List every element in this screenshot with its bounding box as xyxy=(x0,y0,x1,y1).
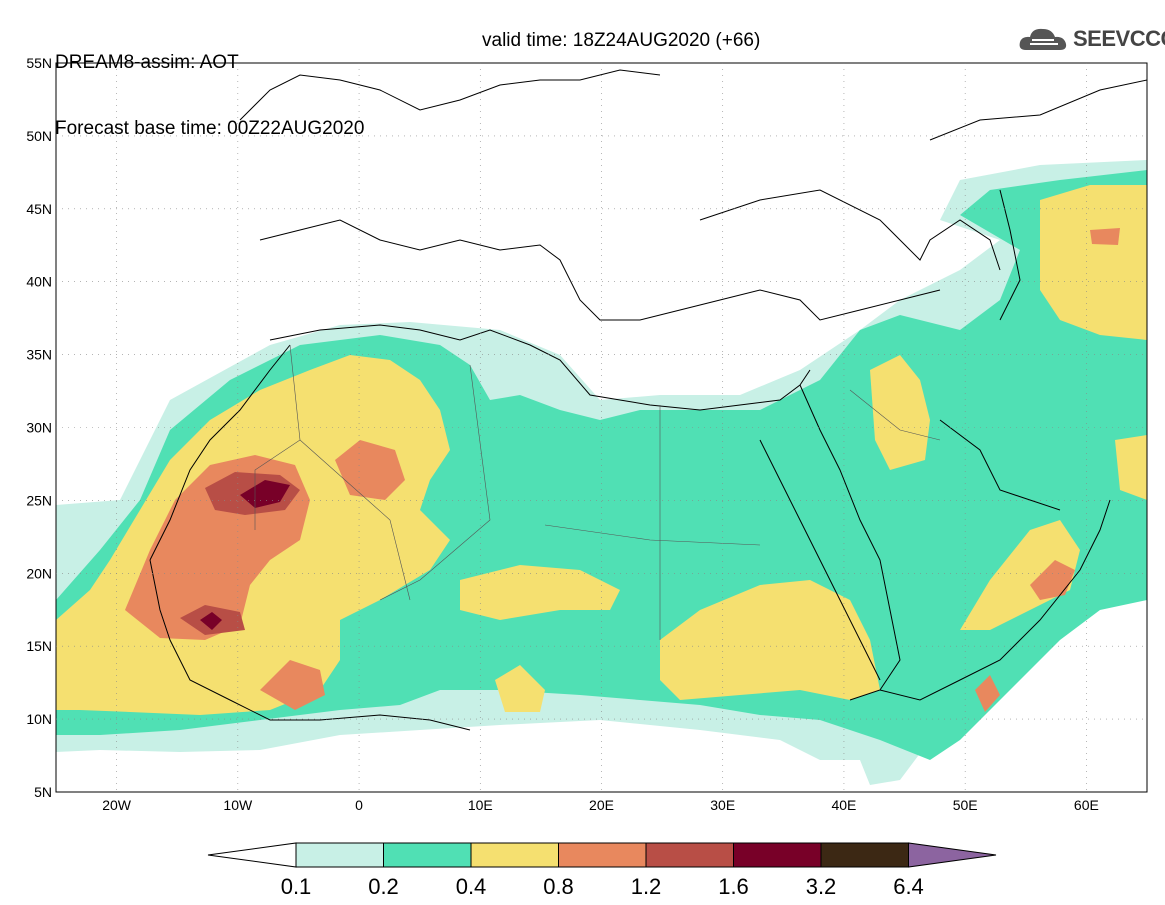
latitude-axis: 55N 50N 45N 40N 35N 30N 25N 20N 15N 10N 5N xyxy=(26,55,1147,800)
colorbar-segment xyxy=(383,842,472,868)
lon-tick-label: 0 xyxy=(355,797,363,813)
colorbar-label: 0.8 xyxy=(543,874,574,899)
aot-level-0.4 xyxy=(460,565,620,620)
lat-tick-label: 15N xyxy=(26,638,52,654)
seevccc-logo: SEEVCCC xyxy=(1018,24,1165,56)
forecast-base-time: Forecast base time: 00Z22AUG2020 xyxy=(55,118,365,139)
logo-text: SEEVCCC xyxy=(1073,26,1165,51)
aot-level-0.4 xyxy=(660,580,880,700)
colorbar-label: 0.4 xyxy=(456,874,487,899)
lon-tick-label: 40E xyxy=(831,797,856,813)
colorbar-label: 1.6 xyxy=(718,874,749,899)
lat-tick-label: 55N xyxy=(26,55,52,71)
lon-tick-label: 60E xyxy=(1074,797,1099,813)
aot-level-0.4 xyxy=(870,355,930,470)
colorbar-segment xyxy=(645,842,734,868)
lat-tick-label: 10N xyxy=(26,711,52,727)
lon-tick-label: 20W xyxy=(102,797,132,813)
aot-level-0.4 xyxy=(495,665,545,712)
colorbar-label: 0.2 xyxy=(368,874,399,899)
colorbar-label: 3.2 xyxy=(806,874,837,899)
aot-level-0.8 xyxy=(1090,228,1120,245)
lon-tick-label: 10W xyxy=(223,797,253,813)
aot-level-0.8 xyxy=(975,675,1000,712)
lat-tick-label: 5N xyxy=(34,784,52,800)
colorbar-label: 0.1 xyxy=(281,874,312,899)
aot-level-1.6 xyxy=(200,612,222,630)
colorbar-legend: 0.1 0.2 0.4 0.8 1.2 1.6 3.2 6.4 xyxy=(207,842,997,899)
aot-level-0.8 xyxy=(335,440,405,500)
coastlines xyxy=(149,69,1147,731)
longitude-axis: 20W 10W 0 10E 20E 30E 40E 50E 60E xyxy=(102,63,1099,813)
colorbar-under-arrow xyxy=(207,842,297,868)
colorbar-label: 1.2 xyxy=(631,874,662,899)
lat-tick-label: 25N xyxy=(26,492,52,508)
colorbar-segment xyxy=(558,842,647,868)
colorbar-label: 6.4 xyxy=(893,874,924,899)
aot-level-0.8 xyxy=(260,660,325,710)
lat-tick-label: 50N xyxy=(26,128,52,144)
aot-contours xyxy=(56,160,1147,785)
lat-tick-label: 40N xyxy=(26,274,52,290)
aot-level-0.4 xyxy=(1115,435,1147,500)
colorbar-segment xyxy=(820,842,909,868)
lat-tick-label: 45N xyxy=(26,201,52,217)
valid-time: valid time: 18Z24AUG2020 (+66) xyxy=(482,30,761,51)
lon-tick-label: 20E xyxy=(589,797,614,813)
map-title: DREAM8-assim: AOT Forecast base time: 00… xyxy=(55,8,364,162)
colorbar-segment xyxy=(470,842,559,868)
lat-tick-label: 35N xyxy=(26,347,52,363)
aot-level-0.4 xyxy=(960,520,1080,630)
colorbar-segment xyxy=(733,842,822,868)
country-borders xyxy=(254,344,941,640)
lon-tick-label: 30E xyxy=(710,797,735,813)
lon-tick-label: 50E xyxy=(953,797,978,813)
colorbar-segment xyxy=(295,842,384,868)
lon-tick-label: 10E xyxy=(468,797,493,813)
lat-tick-label: 30N xyxy=(26,420,52,436)
colorbar-over-arrow xyxy=(908,842,997,868)
aot-level-0.4 xyxy=(1040,185,1147,340)
aot-level-1.6 xyxy=(240,480,290,508)
lat-tick-label: 20N xyxy=(26,565,52,581)
cloud-logo-icon xyxy=(1019,28,1067,50)
